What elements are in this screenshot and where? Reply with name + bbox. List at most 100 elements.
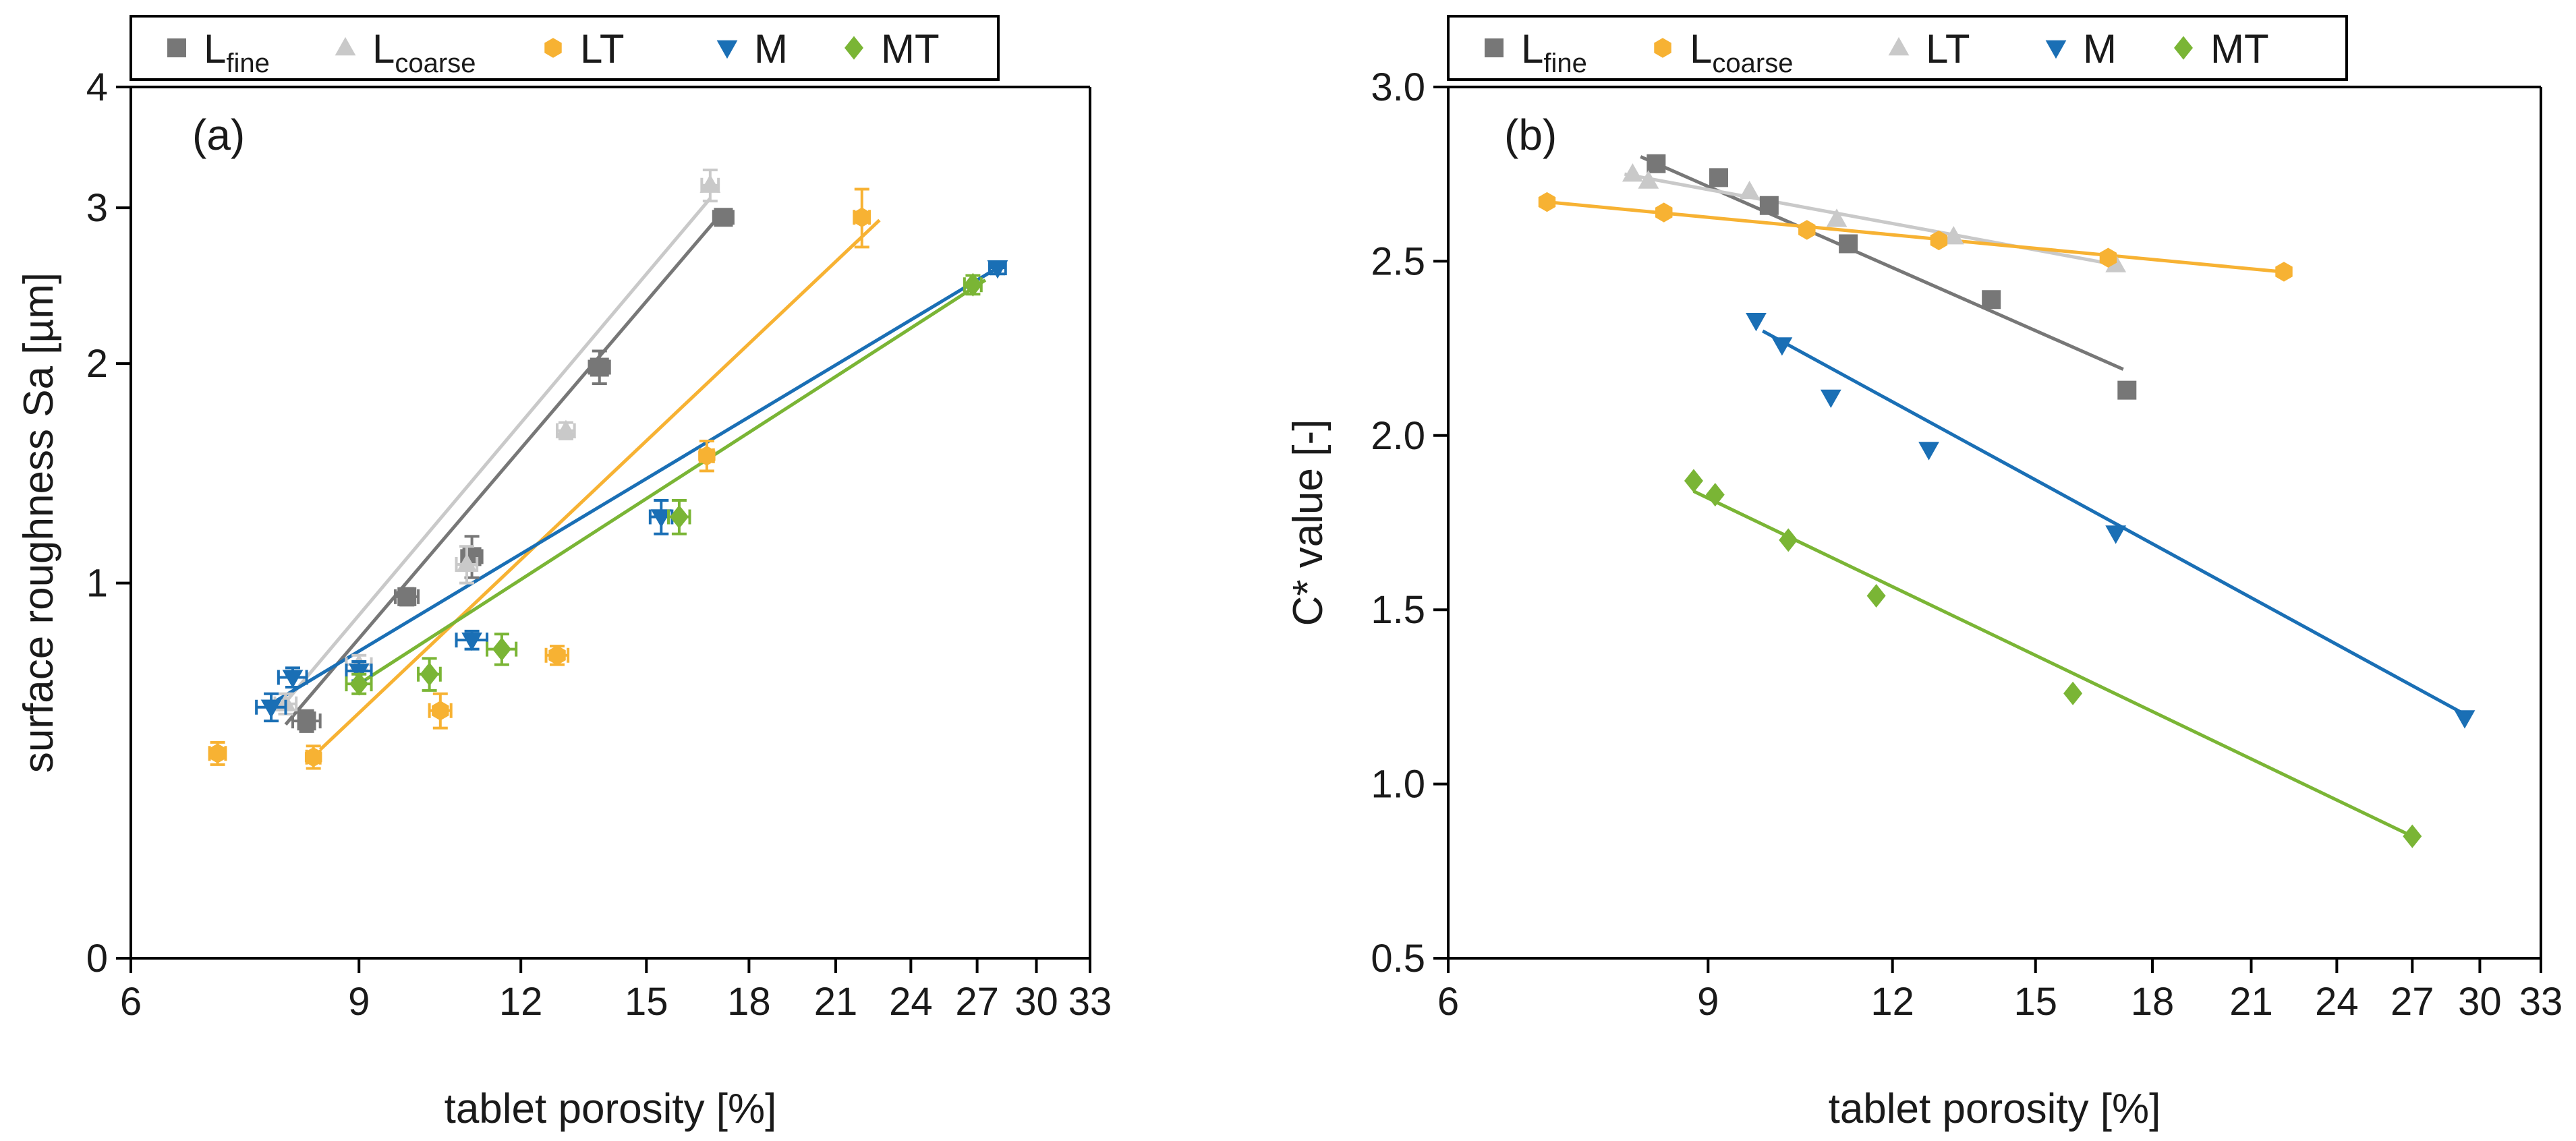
data-point-lt — [1798, 220, 1816, 240]
data-point-mt — [1705, 483, 1725, 507]
data-point-l-fine — [1982, 290, 2001, 310]
legend-label-main: L — [1521, 26, 1543, 71]
data-point-m — [2105, 525, 2127, 544]
data-point-lt — [432, 701, 449, 721]
y-tick-label: 2.5 — [1371, 239, 1425, 283]
data-point-mt — [492, 637, 511, 662]
fit-line-l-coarse — [1624, 172, 2117, 267]
legend-label-2: Lcoarse — [372, 26, 476, 78]
y-tick-label: 2 — [86, 342, 108, 386]
x-tick-label: 6 — [120, 980, 142, 1024]
data-point-lt — [2099, 247, 2117, 268]
data-point-l-fine — [590, 357, 609, 377]
legend-label-main: L — [1690, 26, 1712, 71]
y-tick-label: 4 — [86, 65, 108, 109]
data-point-l-fine — [1709, 168, 1729, 187]
data-point-m — [650, 509, 672, 528]
legend-label-main: L — [372, 26, 395, 71]
legend-marker-3 — [544, 38, 562, 58]
fit-line-l-fine — [284, 217, 718, 726]
data-point-m — [461, 632, 483, 651]
y-tick-label: 1.0 — [1371, 763, 1425, 807]
legend: Lfine Lcoarse LT M MT — [1447, 15, 2348, 81]
data-point-l-coarse — [1739, 180, 1761, 200]
data-point-m — [1918, 442, 1939, 461]
data-point-mt — [420, 662, 439, 686]
legend-label-2: Lcoarse — [1690, 26, 1793, 78]
legend-label-main: LT — [580, 26, 625, 71]
data-point-l-coarse — [699, 174, 721, 193]
data-point-l-coarse — [456, 553, 478, 573]
series-l-coarse — [1622, 163, 2127, 272]
data-point-l-fine — [1759, 196, 1779, 215]
legend-label-3: LT — [580, 26, 625, 71]
x-axis-label: tablet porosity [%] — [445, 1086, 777, 1132]
x-tick-label: 12 — [1870, 980, 1914, 1024]
legend-label-main: MT — [881, 26, 940, 71]
x-tick-label: 33 — [1068, 980, 1112, 1024]
fit-line-m — [1762, 329, 2466, 716]
series-m — [255, 260, 1008, 723]
y-tick-label: 3 — [86, 186, 108, 230]
y-axis-label: surface roughness Sa [µm] — [16, 272, 62, 773]
data-point-l-fine — [1647, 154, 1666, 173]
legend-label-4: M — [2083, 26, 2117, 71]
x-tick-label: 27 — [955, 980, 999, 1024]
legend-label-main: L — [204, 26, 226, 71]
legend-marker-3 — [1888, 36, 1910, 56]
data-point-mt — [2403, 824, 2422, 848]
data-point-lt — [1538, 192, 1556, 212]
legend-label-1: Lfine — [1521, 26, 1587, 78]
legend-label-main: M — [754, 26, 788, 71]
data-point-l-coarse — [1638, 170, 1659, 189]
legend-label-1: Lfine — [204, 26, 270, 78]
panel-b-chart: 6 9 12 15 18 21 24 27 30 33 0.5 1.0 1.5 2.0 2.5 3.0 tabl… — [1285, 15, 2563, 1132]
series-lt — [1538, 192, 2293, 282]
legend-label-subscript: fine — [1543, 49, 1587, 78]
data-point-m — [260, 699, 282, 718]
x-tick-label: 18 — [727, 980, 771, 1024]
legend-label-3: LT — [1926, 26, 1970, 71]
data-point-l-coarse — [555, 419, 577, 438]
fit-line-mt — [357, 279, 987, 686]
y-tick-label: 0.5 — [1371, 937, 1425, 981]
data-point-l-coarse — [1943, 226, 1964, 245]
data-point-lt — [1930, 230, 1948, 251]
y-tick-label: 2.0 — [1371, 414, 1425, 458]
data-point-l-fine — [714, 208, 733, 227]
data-point-lt — [304, 747, 322, 767]
data-point-m — [1746, 313, 1767, 332]
fit-line-lt — [318, 218, 881, 751]
data-point-m — [1820, 389, 1841, 409]
fit-line-mt — [1692, 490, 2413, 838]
data-point-lt — [548, 645, 566, 666]
data-point-mt — [2063, 681, 2083, 705]
fit-line-l-fine — [1640, 155, 2124, 371]
data-point-mt — [349, 672, 369, 696]
series-l-fine — [1647, 154, 2137, 400]
legend-label-4: M — [754, 26, 788, 71]
x-tick-label: 30 — [1014, 980, 1058, 1024]
x-tick-label: 24 — [889, 980, 933, 1024]
panel-label: (a) — [192, 111, 245, 159]
data-point-mt — [1684, 469, 1703, 493]
data-point-m — [2454, 710, 2475, 729]
x-tick-label: 15 — [625, 980, 668, 1024]
legend-label-5: MT — [881, 26, 940, 71]
y-tick-label: 1.5 — [1371, 588, 1425, 632]
x-tick-label: 24 — [2315, 980, 2359, 1024]
data-point-l-fine — [2117, 380, 2137, 400]
data-point-l-fine — [297, 711, 316, 731]
fit-line-m — [270, 266, 999, 705]
data-point-lt — [2275, 262, 2293, 282]
series-lt — [208, 187, 871, 770]
fit-line-l-coarse — [277, 197, 712, 712]
x-tick-label: 15 — [2013, 980, 2057, 1024]
y-tick-label: 0 — [86, 937, 108, 981]
x-tick-label: 12 — [499, 980, 543, 1024]
y-axis-label: C* value [-] — [1285, 419, 1332, 626]
x-tick-label: 9 — [348, 980, 370, 1024]
data-point-m — [282, 670, 304, 689]
data-point-lt — [698, 446, 716, 466]
